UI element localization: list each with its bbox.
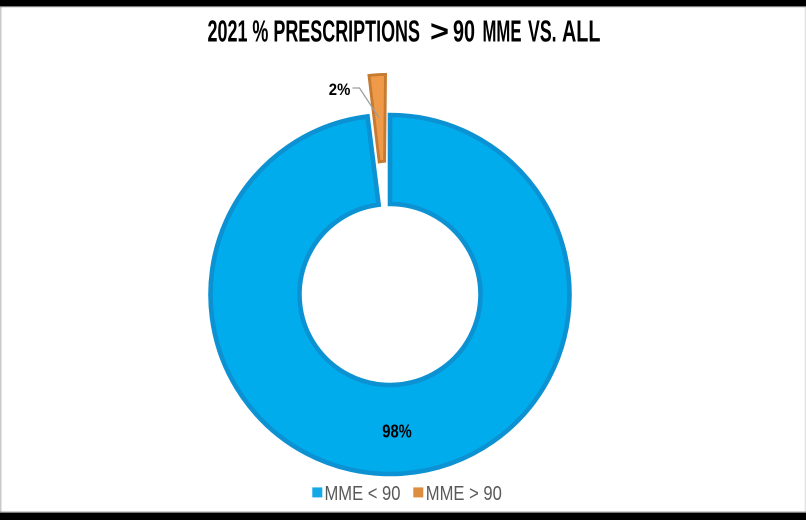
svg-text:2%: 2%: [329, 81, 351, 99]
svg-text:MME < 90: MME < 90: [325, 482, 401, 505]
svg-text:98%: 98%: [382, 421, 412, 441]
svg-text:MME > 90: MME > 90: [426, 482, 502, 505]
